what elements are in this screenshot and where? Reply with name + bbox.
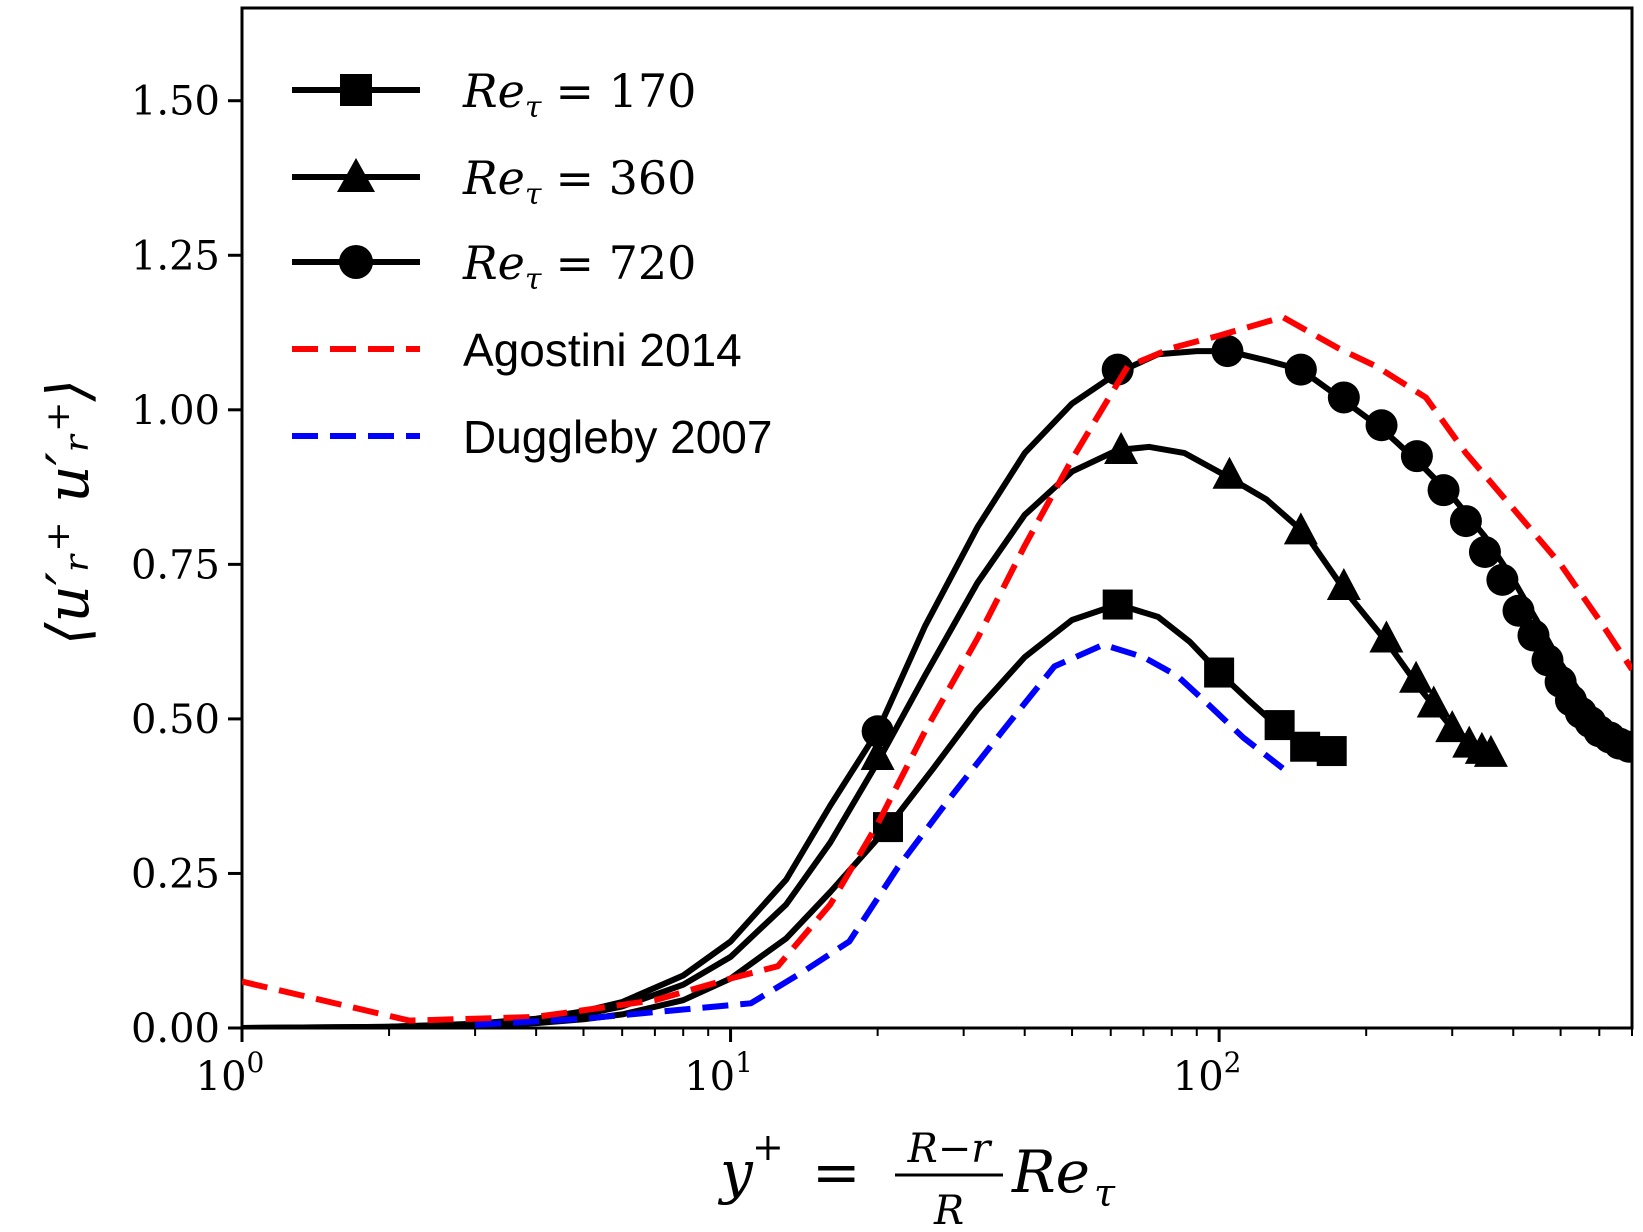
- data-point-circle: [1365, 409, 1398, 442]
- data-point-circle: [1517, 619, 1550, 652]
- series-line: [242, 314, 1632, 1024]
- y-axis-title: ⟨u′ᵣ⁺ u′ᵣ⁺⟩: [34, 379, 102, 645]
- data-point-circle: [1449, 505, 1482, 538]
- legend-label-re720: Reτ = 720: [462, 236, 696, 297]
- data-point-square: [872, 812, 903, 843]
- data-point-circle: [1211, 335, 1244, 368]
- y-tick-label: 1.25: [131, 233, 220, 279]
- data-point-triangle: [1104, 432, 1139, 464]
- legend-label-re170: Reτ = 170: [462, 64, 696, 125]
- legend-entry-re360: Reτ = 360: [292, 151, 696, 212]
- legend-re360-lhs: Re: [462, 151, 525, 205]
- legend-re720-lhs: Re: [462, 236, 525, 290]
- x-title-equals: =: [812, 1138, 861, 1206]
- legend-entry-re720: Reτ = 720: [292, 236, 696, 297]
- data-point-square: [1264, 710, 1295, 741]
- data-point-circle: [1400, 440, 1433, 473]
- data-point-circle: [1486, 563, 1519, 596]
- series-2: [242, 335, 1632, 1028]
- series-0: [242, 589, 1347, 1028]
- series-3: [242, 314, 1632, 1024]
- series-4: [474, 641, 1285, 1028]
- legend-square-marker-icon: [340, 74, 372, 106]
- data-point-triangle: [1473, 734, 1508, 767]
- y-tick-label: 0.50: [131, 697, 220, 743]
- data-point-triangle: [1369, 620, 1404, 653]
- data-point-triangle: [1416, 685, 1451, 718]
- data-point-triangle: [1399, 660, 1434, 693]
- legend: Reτ = 170 Reτ = 360 Reτ = 720 Agostini 2014…: [292, 64, 772, 463]
- data-point-circle: [1612, 730, 1632, 763]
- legend-entry-agostini: Agostini 2014: [292, 324, 742, 376]
- data-point-circle: [1284, 353, 1317, 386]
- x-tick-base: 10: [1173, 1054, 1224, 1100]
- x-tick-base: 10: [684, 1054, 735, 1100]
- x-tick-label: 102: [1173, 1046, 1242, 1100]
- data-point-square: [1290, 731, 1321, 762]
- x-title-rhs-sub: τ: [1094, 1171, 1116, 1215]
- x-title-lhs-sup: +: [752, 1125, 784, 1169]
- x-tick-exponent: 0: [247, 1046, 265, 1079]
- data-point-circle: [1468, 536, 1501, 568]
- legend-re720-rhs: = 720: [555, 236, 696, 290]
- legend-entry-re170: Reτ = 170: [292, 64, 696, 125]
- data-point-triangle: [1283, 512, 1318, 545]
- legend-label-re360: Reτ = 360: [462, 151, 696, 212]
- data-point-square: [1316, 736, 1347, 767]
- series-layer: [242, 314, 1632, 1028]
- plot-frame: [240, 6, 1634, 1030]
- series-line: [242, 443, 1493, 1028]
- y-tick-label: 0.25: [131, 851, 220, 897]
- legend-circle-marker-icon: [339, 245, 373, 279]
- data-point-square: [1102, 589, 1133, 620]
- data-point-triangle: [1212, 456, 1247, 489]
- legend-re170-rhs: = 170: [555, 64, 696, 118]
- y-tick-label: 0.75: [131, 542, 220, 588]
- x-tick-base: 10: [196, 1054, 247, 1100]
- legend-re170-sub: τ: [525, 90, 542, 125]
- data-point-triangle: [860, 738, 895, 770]
- legend-label-duggleby: Duggleby 2007: [463, 411, 772, 463]
- data-point-circle: [1101, 353, 1134, 386]
- data-point-triangle: [1435, 710, 1470, 743]
- series-1: [242, 432, 1508, 1028]
- x-title-frac-den: R: [933, 1188, 964, 1232]
- data-point-circle: [1502, 594, 1535, 627]
- x-tick-exponent: 2: [1224, 1046, 1242, 1079]
- data-point-square: [1204, 657, 1235, 688]
- data-point-triangle: [1326, 568, 1361, 600]
- x-title-rhs: Re: [1011, 1138, 1090, 1206]
- legend-entry-duggleby: Duggleby 2007: [292, 411, 772, 463]
- y-tick-label: 0.00: [131, 1006, 220, 1052]
- x-tick-label: 100: [196, 1046, 265, 1100]
- legend-triangle-marker-icon: [337, 158, 375, 192]
- series-line: [474, 641, 1285, 1028]
- legend-re170-lhs: Re: [462, 64, 525, 118]
- data-point-circle: [1427, 474, 1460, 507]
- x-axis-title: y + = R−r R Re τ: [717, 1125, 1116, 1232]
- y-tick-label: 1.50: [131, 79, 220, 125]
- data-point-circle: [861, 715, 894, 748]
- x-title-lhs: y: [717, 1138, 754, 1206]
- legend-label-agostini: Agostini 2014: [463, 324, 742, 376]
- x-tick-label: 101: [684, 1046, 753, 1100]
- legend-re360-rhs: = 360: [555, 151, 696, 205]
- legend-re720-sub: τ: [525, 262, 542, 297]
- y-tick-label: 1.00: [131, 388, 220, 434]
- data-point-circle: [1327, 381, 1360, 414]
- legend-re360-sub: τ: [525, 177, 542, 212]
- x-tick-exponent: 1: [735, 1046, 753, 1079]
- x-title-frac-num: R−r: [907, 1126, 994, 1172]
